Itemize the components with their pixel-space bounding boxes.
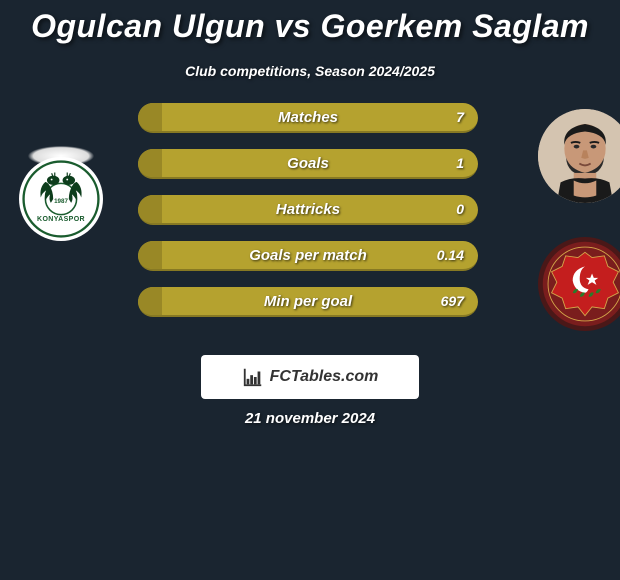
player-portrait-icon xyxy=(538,109,620,203)
stat-label: Goals per match xyxy=(138,241,478,269)
stat-label: Hattricks xyxy=(138,195,478,223)
svg-text:1987: 1987 xyxy=(54,198,68,205)
stat-bar: Matches 7 xyxy=(138,103,478,133)
stat-value: 1 xyxy=(456,149,464,177)
comparison-title: Ogulcan Ulgun vs Goerkem Saglam xyxy=(0,0,620,45)
konyaspor-crest-icon: 1987 KONYASPOR xyxy=(22,160,100,238)
site-watermark: FCTables.com xyxy=(201,355,419,399)
stats-bars: Matches 7 Goals 1 Hattricks 0 Goals per … xyxy=(138,103,478,333)
stat-value: 0.14 xyxy=(437,241,464,269)
stat-bar: Goals per match 0.14 xyxy=(138,241,478,271)
comparison-content: 1987 KONYASPOR xyxy=(0,109,620,369)
stat-value: 697 xyxy=(441,287,464,315)
stat-label: Matches xyxy=(138,103,478,131)
hatayspor-crest-icon xyxy=(541,240,620,328)
stat-value: 0 xyxy=(456,195,464,223)
stat-value: 7 xyxy=(456,103,464,131)
stat-label: Goals xyxy=(138,149,478,177)
season-subtitle: Club competitions, Season 2024/2025 xyxy=(0,63,620,79)
player-right-avatar xyxy=(538,109,620,203)
chart-icon xyxy=(242,366,264,388)
stat-bar: Hattricks 0 xyxy=(138,195,478,225)
watermark-text: FCTables.com xyxy=(270,368,379,386)
stat-bar: Goals 1 xyxy=(138,149,478,179)
svg-text:KONYASPOR: KONYASPOR xyxy=(37,216,85,223)
club-right-badge xyxy=(538,237,620,331)
stat-bar: Min per goal 697 xyxy=(138,287,478,317)
club-left-badge: 1987 KONYASPOR xyxy=(19,157,103,241)
stat-label: Min per goal xyxy=(138,287,478,315)
comparison-date: 21 november 2024 xyxy=(0,410,620,427)
